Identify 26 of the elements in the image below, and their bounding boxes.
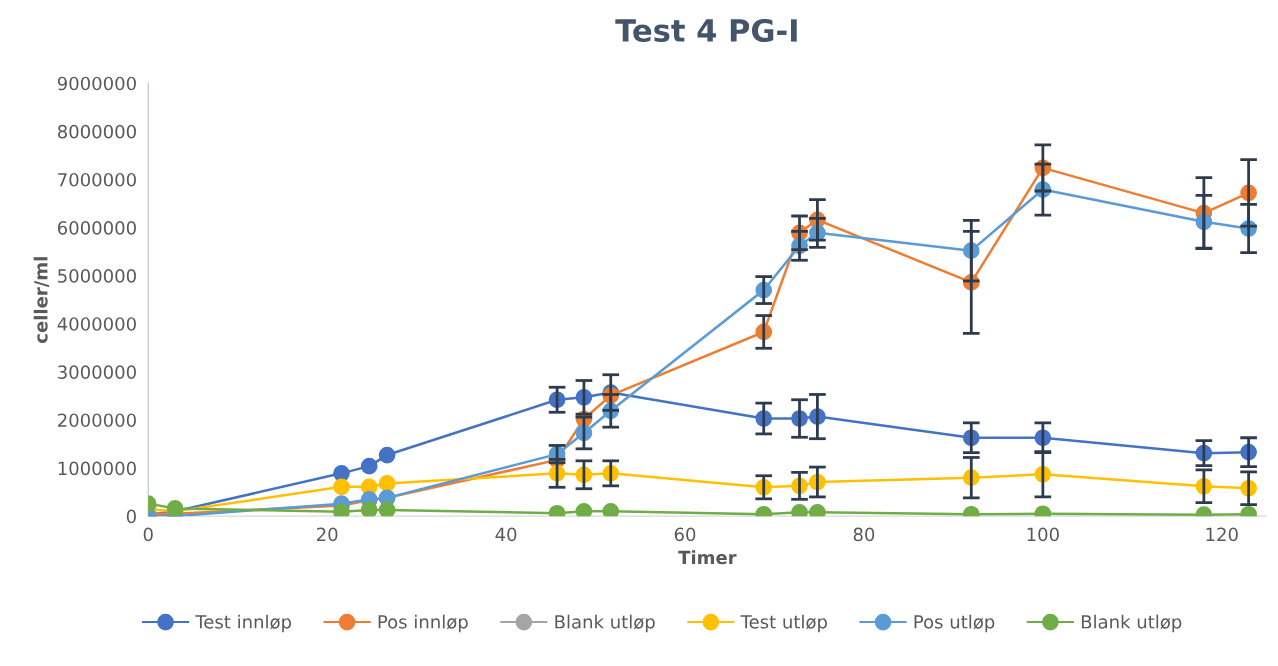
x-tick-label: 20 — [317, 527, 338, 542]
legend-label: Pos utløp — [914, 614, 995, 633]
y-tick-label: 3000000 — [58, 365, 136, 379]
y-tick-label: 2000000 — [58, 413, 136, 428]
legend-label: Test utløp — [740, 614, 827, 633]
legend-label: Test innløp — [195, 614, 292, 633]
y-tick-label: 1000000 — [58, 461, 136, 476]
y-tick-label: 7000000 — [58, 172, 136, 187]
chart-title: Test 4 PG-I — [615, 18, 797, 43]
y-tick-label: 8000000 — [57, 124, 136, 139]
x-tick-label: 60 — [674, 527, 696, 542]
x-tick-label: 40 — [495, 527, 517, 542]
y-tick-label: 4000000 — [57, 317, 136, 331]
legend-label: Blank utløp — [555, 614, 655, 633]
x-axis-title: Timer — [678, 550, 737, 565]
x-tick-label: 80 — [853, 527, 875, 542]
y-tick-label: 6000000 — [57, 221, 136, 235]
y-tick-label: 5000000 — [58, 269, 136, 283]
legend-label: Blank utløp — [1081, 614, 1182, 633]
x-tick-label: 0 — [143, 527, 153, 542]
x-tick-label: 100 — [1027, 527, 1059, 542]
y-axis-title: celler/ml — [33, 257, 50, 343]
y-tick-label: 9000000 — [57, 76, 136, 91]
y-tick-label: 0 — [126, 509, 136, 524]
x-tick-label: 120 — [1206, 527, 1238, 542]
legend-label: Pos innløp — [378, 614, 468, 633]
